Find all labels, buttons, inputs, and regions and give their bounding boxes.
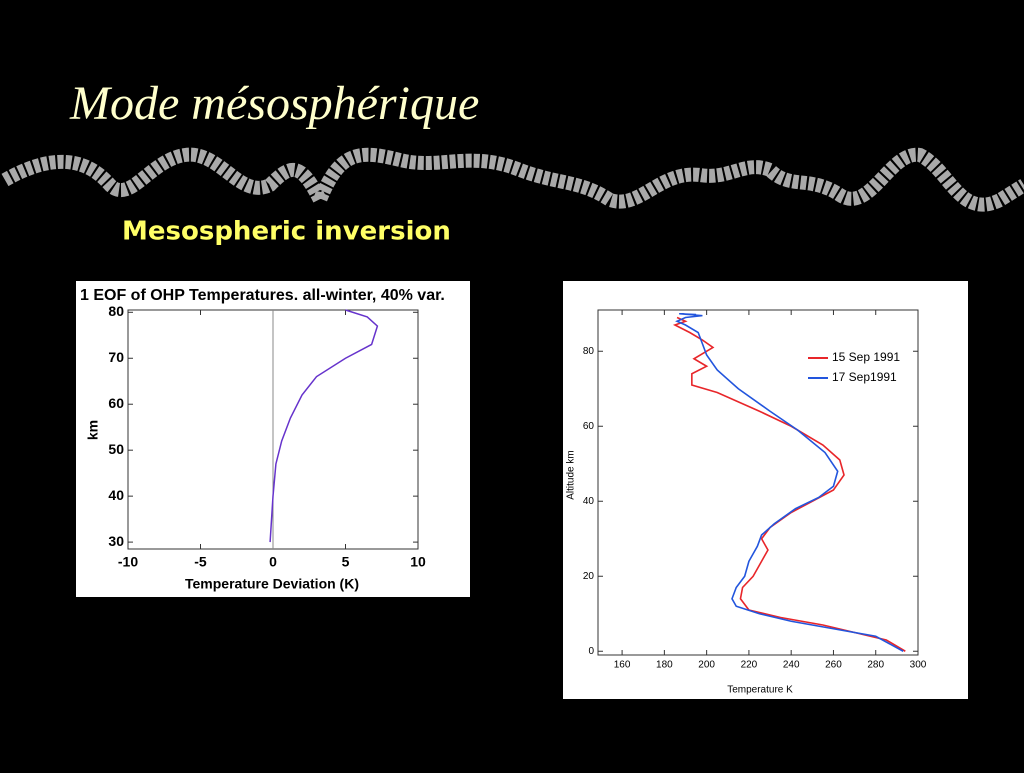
legend-label: 15 Sep 1991 bbox=[832, 350, 900, 364]
y-axis-label: km bbox=[85, 420, 101, 440]
y-tick-label: 40 bbox=[583, 496, 595, 507]
x-tick-label: 180 bbox=[656, 660, 673, 671]
x-tick-label: 220 bbox=[741, 660, 758, 671]
data-line bbox=[672, 316, 906, 652]
y-tick-label: 80 bbox=[583, 346, 595, 357]
data-line bbox=[269, 309, 379, 543]
x-axis-label: Temperature K bbox=[727, 685, 793, 696]
decorative-wave bbox=[1, 147, 1024, 218]
x-tick-label: 160 bbox=[614, 660, 631, 671]
x-tick-label: 300 bbox=[910, 660, 927, 671]
y-tick-label: 70 bbox=[108, 349, 124, 365]
x-axis-label: Temperature Deviation (K) bbox=[185, 576, 359, 592]
x-tick-label: 260 bbox=[825, 660, 842, 671]
x-tick-label: -5 bbox=[194, 554, 207, 570]
slide-subtitle: Mesospheric inversion bbox=[122, 217, 451, 247]
y-tick-label: 80 bbox=[108, 303, 124, 319]
x-tick-label: -10 bbox=[118, 554, 138, 570]
x-tick-label: 5 bbox=[342, 554, 350, 570]
y-tick-label: 20 bbox=[583, 571, 595, 582]
x-tick-label: 0 bbox=[269, 554, 277, 570]
slide-title: Mode mésosphérique bbox=[69, 77, 479, 130]
y-tick-label: 60 bbox=[108, 395, 124, 411]
y-tick-label: 0 bbox=[588, 646, 594, 657]
legend-label: 17 Sep1991 bbox=[832, 370, 897, 384]
y-axis-label: Altitude km bbox=[566, 450, 577, 499]
x-tick-label: 10 bbox=[410, 554, 426, 570]
data-line bbox=[675, 312, 904, 652]
y-tick-label: 50 bbox=[108, 441, 124, 457]
plot-frame bbox=[597, 309, 919, 656]
chart-panel bbox=[563, 281, 968, 699]
y-tick-label: 60 bbox=[583, 421, 595, 432]
x-tick-label: 200 bbox=[698, 660, 715, 671]
x-tick-label: 280 bbox=[867, 660, 884, 671]
y-tick-label: 30 bbox=[108, 533, 124, 549]
y-tick-label: 40 bbox=[108, 487, 124, 503]
x-tick-label: 240 bbox=[783, 660, 800, 671]
chart-title: 1 EOF of OHP Temperatures. all-winter, 4… bbox=[80, 287, 445, 304]
